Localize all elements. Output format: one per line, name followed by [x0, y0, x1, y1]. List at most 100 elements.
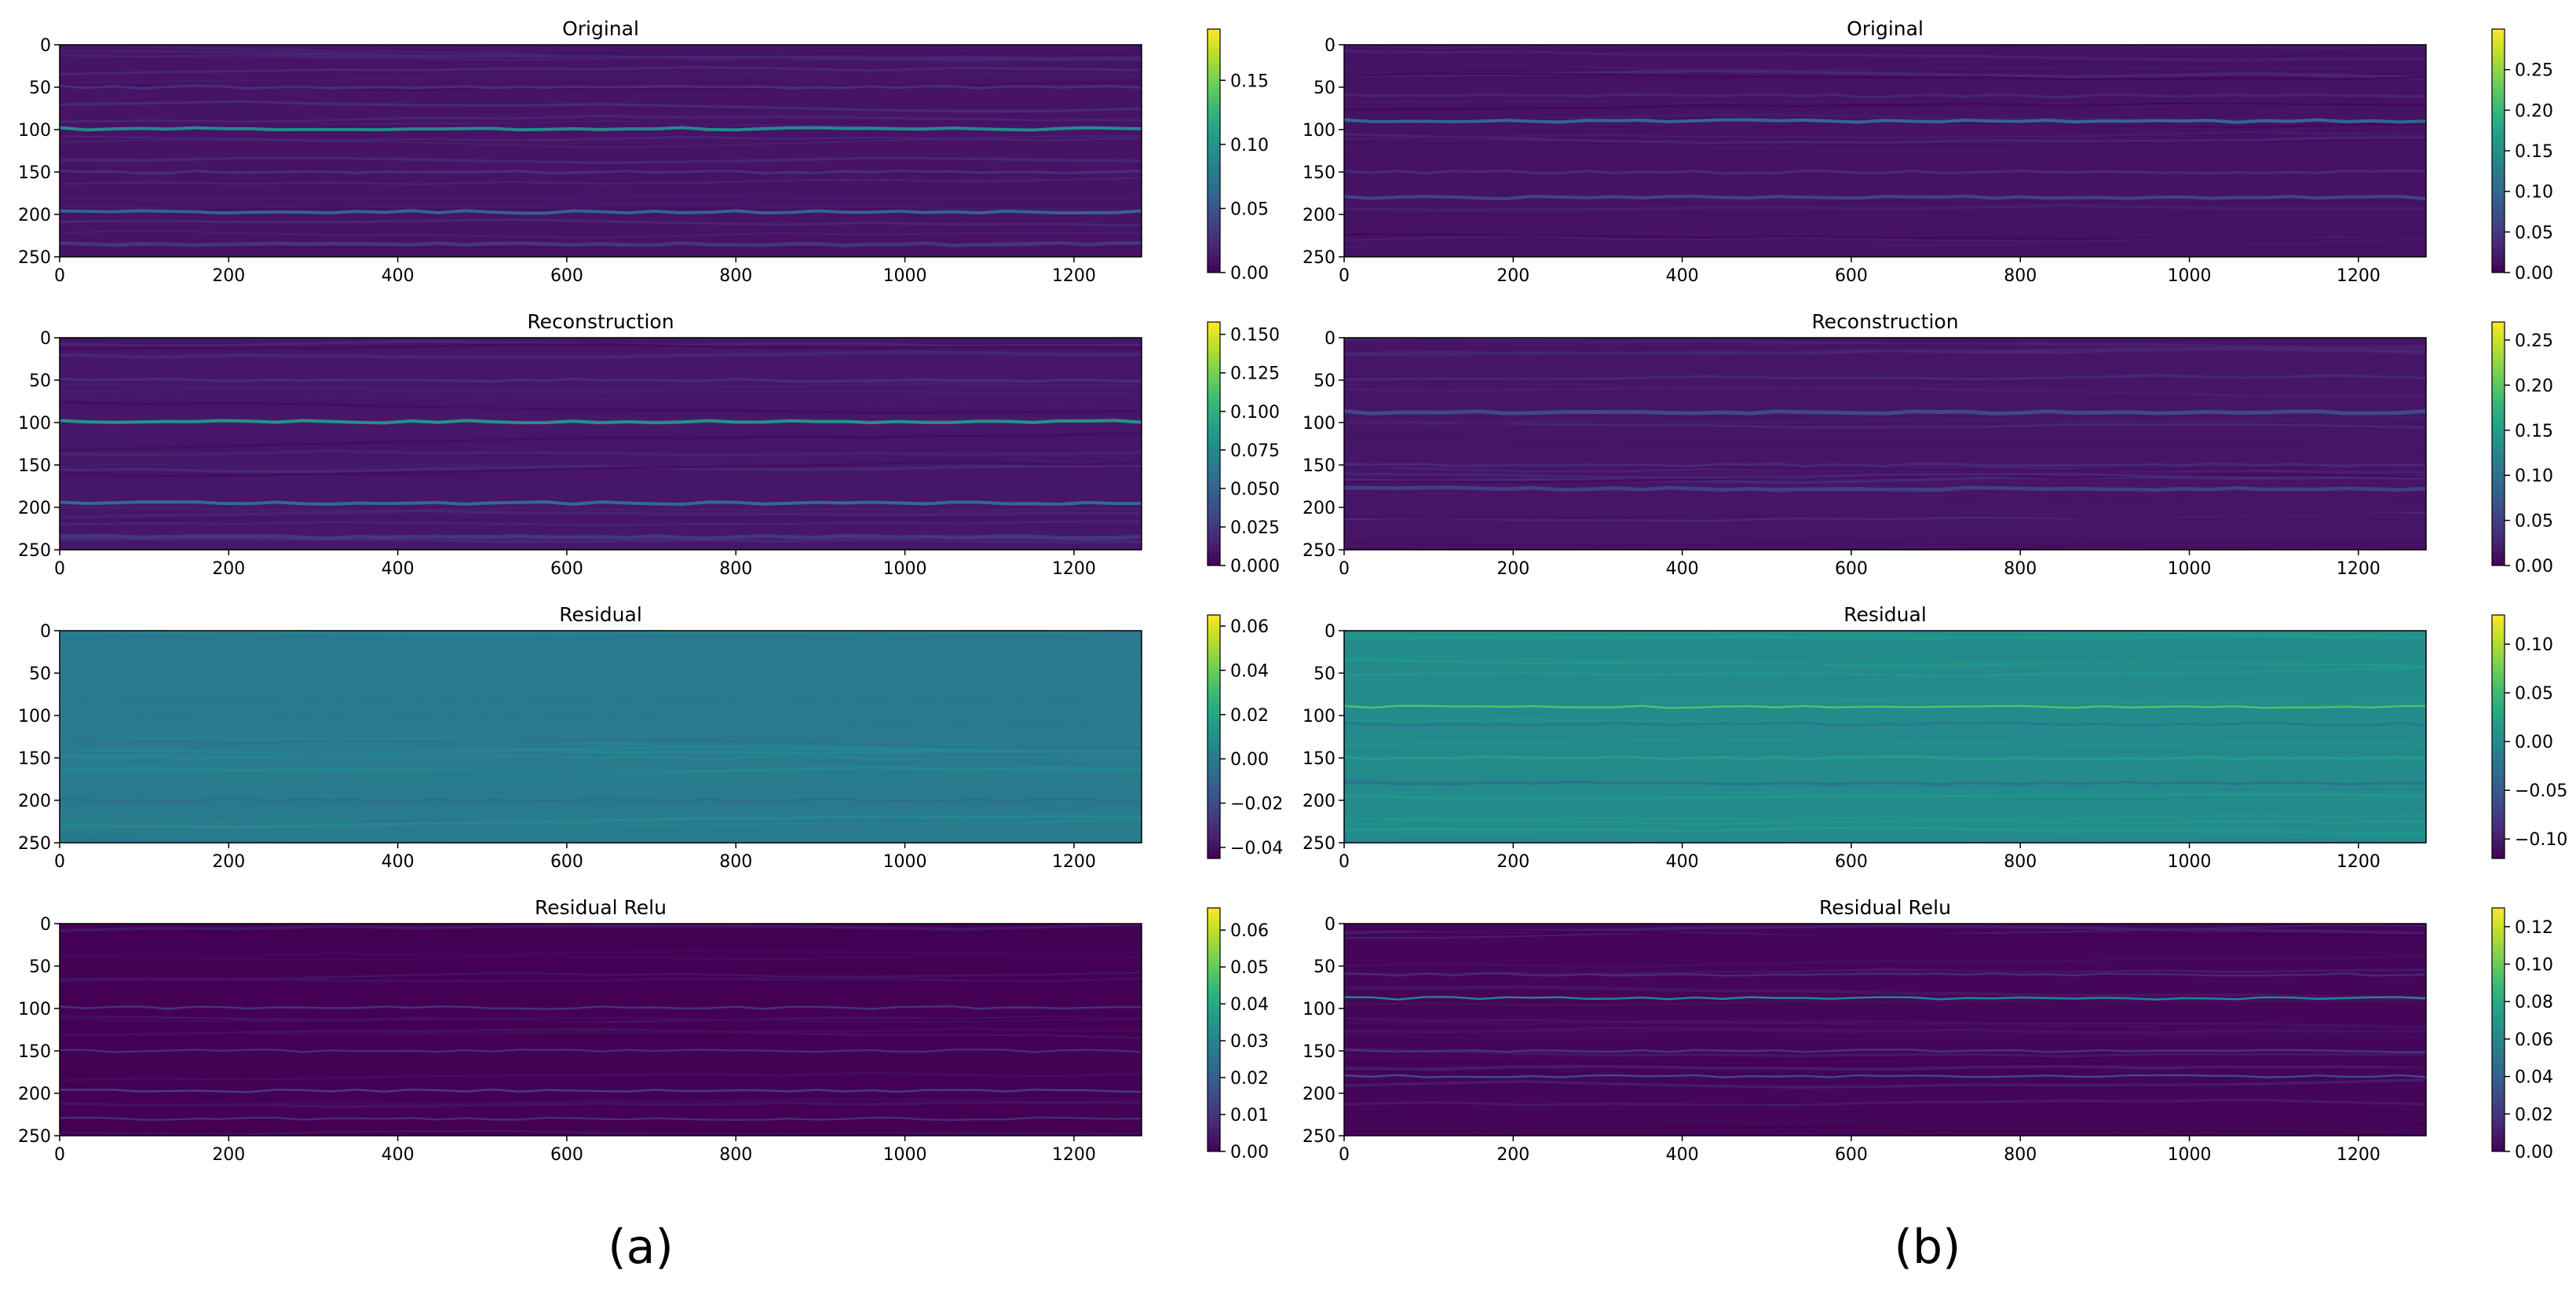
heatmap-streak	[60, 750, 1142, 759]
colorbar-tick-label: 0.04	[1230, 995, 1269, 1015]
colorbar-gradient	[2491, 614, 2505, 859]
x-tick-label: 400	[382, 559, 415, 579]
plot-frame	[59, 337, 1142, 551]
colorbar-tick-label: 0.00	[2515, 1143, 2553, 1162]
colorbar-tick-label: 0.00	[1230, 750, 1269, 770]
plot-title: Residual	[1843, 603, 1927, 626]
heatmap-band	[1344, 194, 2426, 200]
x-tick-label: 1200	[1052, 852, 1096, 872]
heatmap-streak	[1344, 494, 2426, 503]
heatmap-band	[1344, 705, 2426, 709]
heatmap-texture	[60, 924, 1142, 1136]
heatmap-band	[60, 169, 1142, 175]
heatmap-streak	[60, 135, 1142, 142]
heatmap-streak	[60, 218, 1142, 227]
heatmap-streak	[60, 716, 1142, 727]
colorbar: 0.000 0.025 0.050 0.075 0.100 0.125 0.150	[1207, 321, 1280, 576]
colorbar-tick-label: 0.000	[1230, 557, 1280, 576]
heatmap-a-reconstruction: Reconstruction 0 200 400 600 800 1000 1200 0 50 10…	[18, 310, 1280, 579]
heatmap-band	[1344, 93, 2426, 98]
heatmap-streak	[1344, 1028, 2426, 1038]
y-tick-label: 150	[1303, 749, 1336, 769]
heatmap-streak	[60, 431, 1142, 452]
y-tick-label: 100	[18, 1000, 51, 1019]
heatmap-streak	[60, 818, 1142, 828]
x-tick-label: 0	[1339, 559, 1350, 579]
heatmap-streak	[1344, 347, 2426, 356]
x-tick-label: 1200	[2337, 1145, 2381, 1165]
heatmap-streak	[1344, 119, 2426, 128]
heatmap-streak	[60, 520, 1142, 526]
heatmap-streak	[1344, 45, 2426, 49]
heatmap-streak	[1344, 642, 2426, 650]
x-tick-label: 600	[1835, 559, 1868, 579]
colorbar-tick-label: 0.25	[2515, 331, 2553, 351]
heatmap-streak	[1344, 969, 2426, 976]
x-tick-label: 1000	[883, 266, 927, 286]
colorbar-tick-label: 0.01	[1230, 1106, 1269, 1125]
x-tick-label: 200	[212, 852, 245, 872]
colorbar-tick-label: 0.06	[1230, 617, 1269, 637]
colorbar-tick-label: 0.15	[2515, 142, 2553, 162]
heatmap-streak	[60, 789, 1142, 798]
heatmap-streak	[1344, 975, 2426, 985]
heatmap-streak	[60, 509, 1142, 519]
x-tick-label: 0	[54, 266, 65, 286]
x-tick-label: 800	[719, 266, 752, 286]
heatmap-streak	[1344, 386, 2426, 398]
heatmap-streak	[1344, 141, 2426, 148]
heatmap-streak	[1344, 49, 2426, 61]
heatmap-streak	[1344, 71, 2426, 82]
y-tick-label: 0	[1325, 915, 1336, 935]
colorbar-tick-label: 0.10	[1230, 136, 1269, 156]
heatmap-streak	[1344, 768, 2426, 778]
heatmap-band	[1344, 118, 2426, 124]
heatmap-band	[60, 209, 1142, 215]
heatmap-streak	[1344, 374, 2426, 381]
x-tick-label: 200	[1496, 266, 1529, 286]
colorbar-tick-label: 0.10	[2515, 183, 2553, 203]
colorbar-tick-label: 0.100	[1230, 403, 1280, 423]
heatmap-texture	[60, 45, 1142, 251]
heatmap-streak	[60, 193, 1142, 202]
plot-title: Residual	[559, 603, 642, 626]
heatmap-streak	[1344, 837, 2426, 843]
heatmap-streak	[1344, 655, 2426, 673]
x-tick-label: 1000	[883, 1145, 927, 1165]
heatmap-streak	[60, 156, 1142, 165]
heatmap-band	[1344, 755, 2426, 761]
y-tick-label: 200	[18, 792, 51, 811]
heatmap-streak	[1344, 370, 2426, 379]
y-tick-label: 250	[1303, 248, 1336, 268]
y-tick-label: 200	[18, 206, 51, 225]
heatmap-streak	[60, 477, 1142, 488]
heatmap-streak	[1344, 243, 2426, 254]
plot-frame	[1343, 44, 2427, 258]
y-tick-label: 250	[1303, 541, 1336, 561]
heatmap-streak	[1344, 712, 2426, 722]
heatmap-band	[60, 240, 1142, 247]
colorbar-tick-label: 0.05	[2515, 223, 2553, 243]
heatmap-streak	[1344, 1060, 2426, 1067]
heatmap-band	[1344, 462, 2426, 468]
heatmap-streak	[60, 710, 1142, 717]
y-tick-label: 50	[1314, 957, 1336, 977]
colorbar-tick-label: 0.00	[1230, 1143, 1269, 1162]
heatmap-streak	[60, 738, 1142, 749]
y-tick-label: 100	[18, 121, 51, 141]
colorbar: −0.10 −0.05 0.00 0.05 0.10	[2491, 614, 2567, 859]
heatmap-band	[60, 1088, 1142, 1093]
heatmap-b-residual: Residual 0 200 400 600 800 1000 1200 0 50 100 150 20…	[1303, 603, 2567, 872]
heatmap-streak	[60, 202, 1142, 213]
heatmap-streak	[1344, 72, 2426, 81]
heatmap-streak	[1344, 825, 2426, 835]
heatmap-band	[60, 533, 1142, 540]
x-tick-label: 0	[54, 1145, 65, 1165]
y-tick-label: 150	[18, 456, 51, 476]
heatmap-streak	[1344, 818, 2426, 825]
y-tick-label: 50	[29, 371, 51, 391]
heatmap-streak	[60, 177, 1142, 185]
plot-frame	[1343, 630, 2427, 844]
heatmap-streak	[1344, 338, 2417, 350]
